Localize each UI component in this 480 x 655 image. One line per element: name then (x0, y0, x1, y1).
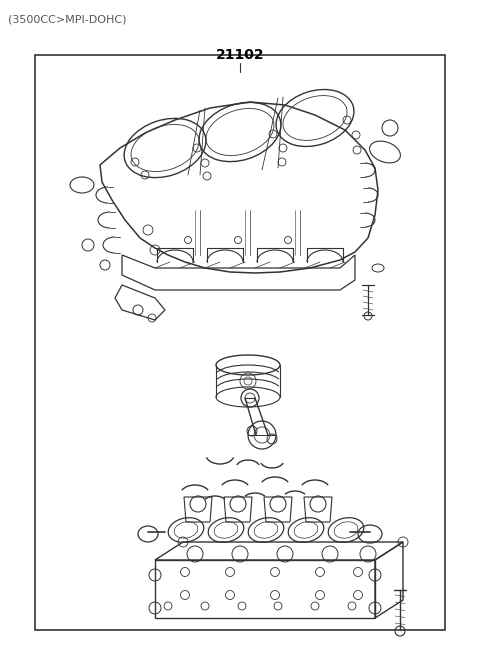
Text: 21102: 21102 (216, 48, 264, 62)
Bar (35, 55, 445, 630)
Text: (3500CC>MPI-DOHC): (3500CC>MPI-DOHC) (8, 14, 127, 24)
